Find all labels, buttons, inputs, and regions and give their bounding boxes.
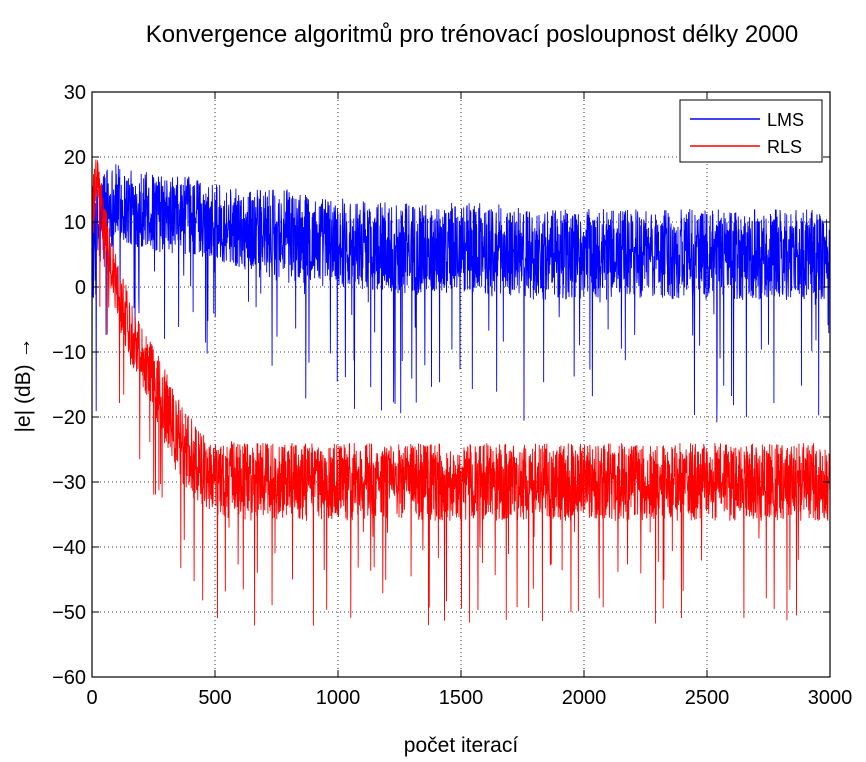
series-layer	[91, 159, 831, 626]
x-tick-label: 1500	[439, 687, 484, 709]
series-line-lms	[91, 164, 831, 423]
y-tick-label: 20	[64, 147, 86, 169]
ticks: 0 500 1000 1500 2000 2500 3000 −60 −50 −40 −30 −20 −…	[52, 82, 852, 709]
x-axis-label: počet iterací	[404, 734, 519, 757]
y-tick-label: 30	[64, 82, 86, 104]
x-tick-label: 1000	[316, 687, 361, 709]
y-tick-label: −20	[52, 407, 86, 429]
x-tick-label: 2500	[685, 687, 730, 709]
x-tick-label: 3000	[808, 687, 853, 709]
y-tick-label: −30	[52, 472, 86, 494]
y-tick-label: −60	[52, 667, 86, 689]
y-tick-label: −40	[52, 537, 86, 559]
legend-box	[679, 99, 823, 163]
y-tick-label: 0	[75, 277, 86, 299]
legend: LMS RLS	[679, 99, 823, 163]
legend-label-rls: RLS	[767, 137, 802, 157]
legend-label-lms: LMS	[767, 110, 804, 130]
chart-title: Konvergence algoritmů pro trénovací posl…	[146, 21, 798, 48]
y-tick-label: −50	[52, 602, 86, 624]
y-tick-label: 10	[64, 212, 86, 234]
x-tick-label: 0	[86, 687, 97, 709]
series-line-rls	[91, 159, 831, 626]
y-tick-label: −10	[52, 342, 86, 364]
x-tick-label: 2000	[562, 687, 607, 709]
y-axis-label: |e| (dB) →	[12, 338, 35, 433]
x-tick-label: 500	[198, 687, 231, 709]
